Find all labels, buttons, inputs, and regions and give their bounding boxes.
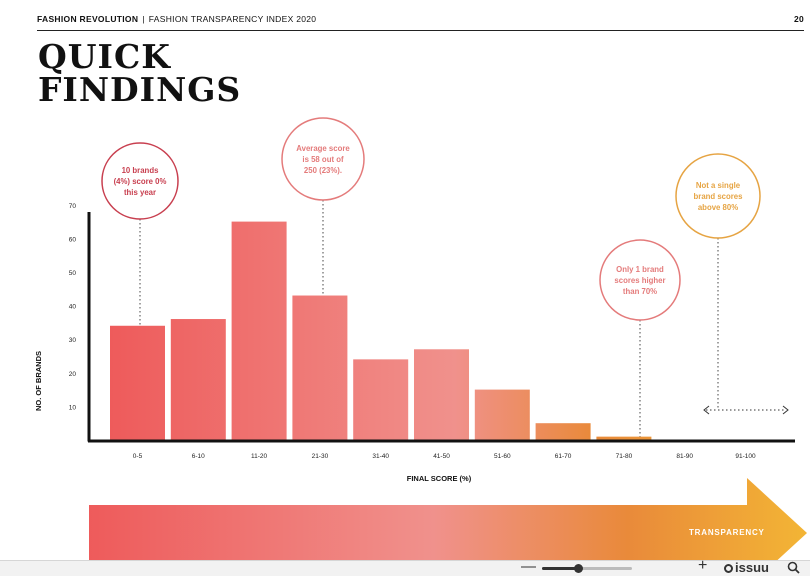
y-tick-label: 30 xyxy=(69,337,77,344)
x-tick-label: 61-70 xyxy=(555,453,572,460)
zoom-in-button[interactable]: + xyxy=(698,557,708,574)
bar-0-5 xyxy=(110,325,165,440)
annotation-text: is 58 out of xyxy=(302,155,344,164)
annotation-text: brand scores xyxy=(694,192,744,201)
x-tick-label: 21-30 xyxy=(312,453,329,460)
bar-6-10 xyxy=(170,319,226,440)
issuu-brand-text: issuu xyxy=(735,560,769,575)
zoom-slider[interactable] xyxy=(542,564,632,573)
range-arrow-left-head xyxy=(703,405,710,415)
x-axis-label: FINAL SCORE (%) xyxy=(407,474,472,483)
range-arrow-right-head xyxy=(782,405,789,415)
annotation-circle xyxy=(675,153,761,239)
annotation-text: (4%) score 0% xyxy=(114,177,167,186)
transparency-label: TRANSPARENCY xyxy=(689,528,765,537)
y-axis-label: NO. OF BRANDS xyxy=(34,351,43,411)
issuu-logo[interactable]: issuu xyxy=(724,560,769,575)
x-tick-label: 71-80 xyxy=(616,453,633,460)
x-tick-label: 11-20 xyxy=(251,453,268,460)
bar-51-60 xyxy=(474,389,530,440)
search-icon[interactable] xyxy=(787,561,800,574)
annotation-text: 250 (23%). xyxy=(304,166,342,175)
annotation-circle xyxy=(281,117,365,201)
x-tick-label: 31-40 xyxy=(372,453,389,460)
page-header: FASHION REVOLUTION | FASHION TRANSPARENCY … xyxy=(37,14,804,31)
title-line-2: FINDINGS xyxy=(38,70,242,109)
zoom-slider-fill xyxy=(542,567,578,570)
annotation-text: Only 1 brand xyxy=(616,265,664,274)
annotation-text: above 80% xyxy=(698,203,738,212)
annotation-text: than 70% xyxy=(623,287,657,296)
y-tick-label: 40 xyxy=(69,304,77,311)
y-tick-label: 20 xyxy=(69,371,77,378)
issuu-logo-icon xyxy=(724,564,733,573)
publisher-name: FASHION REVOLUTION xyxy=(37,14,139,24)
y-tick-label: 70 xyxy=(69,203,77,210)
bar-71-80 xyxy=(596,436,652,440)
x-tick-label: 6-10 xyxy=(192,453,205,460)
transparency-gradient-arrow xyxy=(89,478,807,575)
annotation-text: Average score xyxy=(296,144,350,153)
zoom-slider-handle[interactable] xyxy=(574,564,583,573)
annotation-text: this year xyxy=(124,188,156,197)
zoom-out-button[interactable]: — xyxy=(521,558,536,575)
annotation-text: scores higher xyxy=(614,276,665,285)
x-tick-label: 41-50 xyxy=(433,453,450,460)
bar-31-40 xyxy=(353,359,409,440)
x-tick-label: 91-100 xyxy=(735,453,756,460)
x-tick-label: 81-90 xyxy=(676,453,693,460)
title-line-1: QUICK xyxy=(38,37,171,76)
y-tick-label: 10 xyxy=(69,404,77,411)
annotation-circle xyxy=(101,142,179,220)
viewer-toolbar: — + issuu xyxy=(0,557,810,576)
annotation-text: 10 brands xyxy=(122,166,159,175)
report-title: FASHION TRANSPARENCY INDEX 2020 xyxy=(148,14,317,24)
x-tick-label: 0-5 xyxy=(133,453,143,460)
page-number: 20 xyxy=(793,14,804,24)
annotation-text: Not a single xyxy=(696,181,741,190)
bar-11-20 xyxy=(231,221,287,440)
bar-21-30 xyxy=(292,295,348,440)
page-title: QUICK FINDINGS xyxy=(38,40,241,106)
bar-41-50 xyxy=(414,349,469,440)
annotation-circle xyxy=(599,239,681,321)
y-tick-label: 50 xyxy=(69,270,77,277)
x-tick-label: 51-60 xyxy=(494,453,511,460)
y-tick-label: 60 xyxy=(69,236,77,243)
bar-61-70 xyxy=(535,423,591,440)
header-separator: | xyxy=(142,14,145,24)
